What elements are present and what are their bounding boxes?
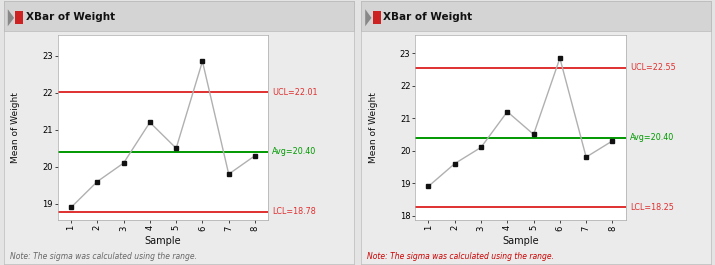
Text: Mean of Weight: Mean of Weight bbox=[11, 92, 20, 163]
Text: Avg=20.40: Avg=20.40 bbox=[630, 133, 674, 142]
Bar bbox=[4, 1, 354, 32]
Text: UCL=22.55: UCL=22.55 bbox=[630, 63, 676, 72]
Text: Avg=20.40: Avg=20.40 bbox=[272, 147, 317, 156]
Text: LCL=18.25: LCL=18.25 bbox=[630, 203, 674, 212]
Text: Mean of Weight: Mean of Weight bbox=[369, 92, 378, 163]
Bar bbox=[373, 11, 380, 24]
Text: Sample: Sample bbox=[144, 236, 182, 246]
Text: XBar of Weight: XBar of Weight bbox=[383, 12, 472, 22]
Bar bbox=[361, 1, 711, 32]
Text: Note: The sigma was calculated using the range.: Note: The sigma was calculated using the… bbox=[10, 251, 197, 260]
Text: UCL=22.01: UCL=22.01 bbox=[272, 88, 318, 97]
Text: Note: The sigma was calculated using the range.: Note: The sigma was calculated using the… bbox=[368, 251, 554, 260]
Text: Sample: Sample bbox=[502, 236, 539, 246]
Text: XBar of Weight: XBar of Weight bbox=[26, 12, 115, 22]
Polygon shape bbox=[8, 9, 14, 26]
Bar bbox=[16, 11, 23, 24]
Text: LCL=18.78: LCL=18.78 bbox=[272, 207, 316, 217]
Polygon shape bbox=[365, 9, 372, 26]
